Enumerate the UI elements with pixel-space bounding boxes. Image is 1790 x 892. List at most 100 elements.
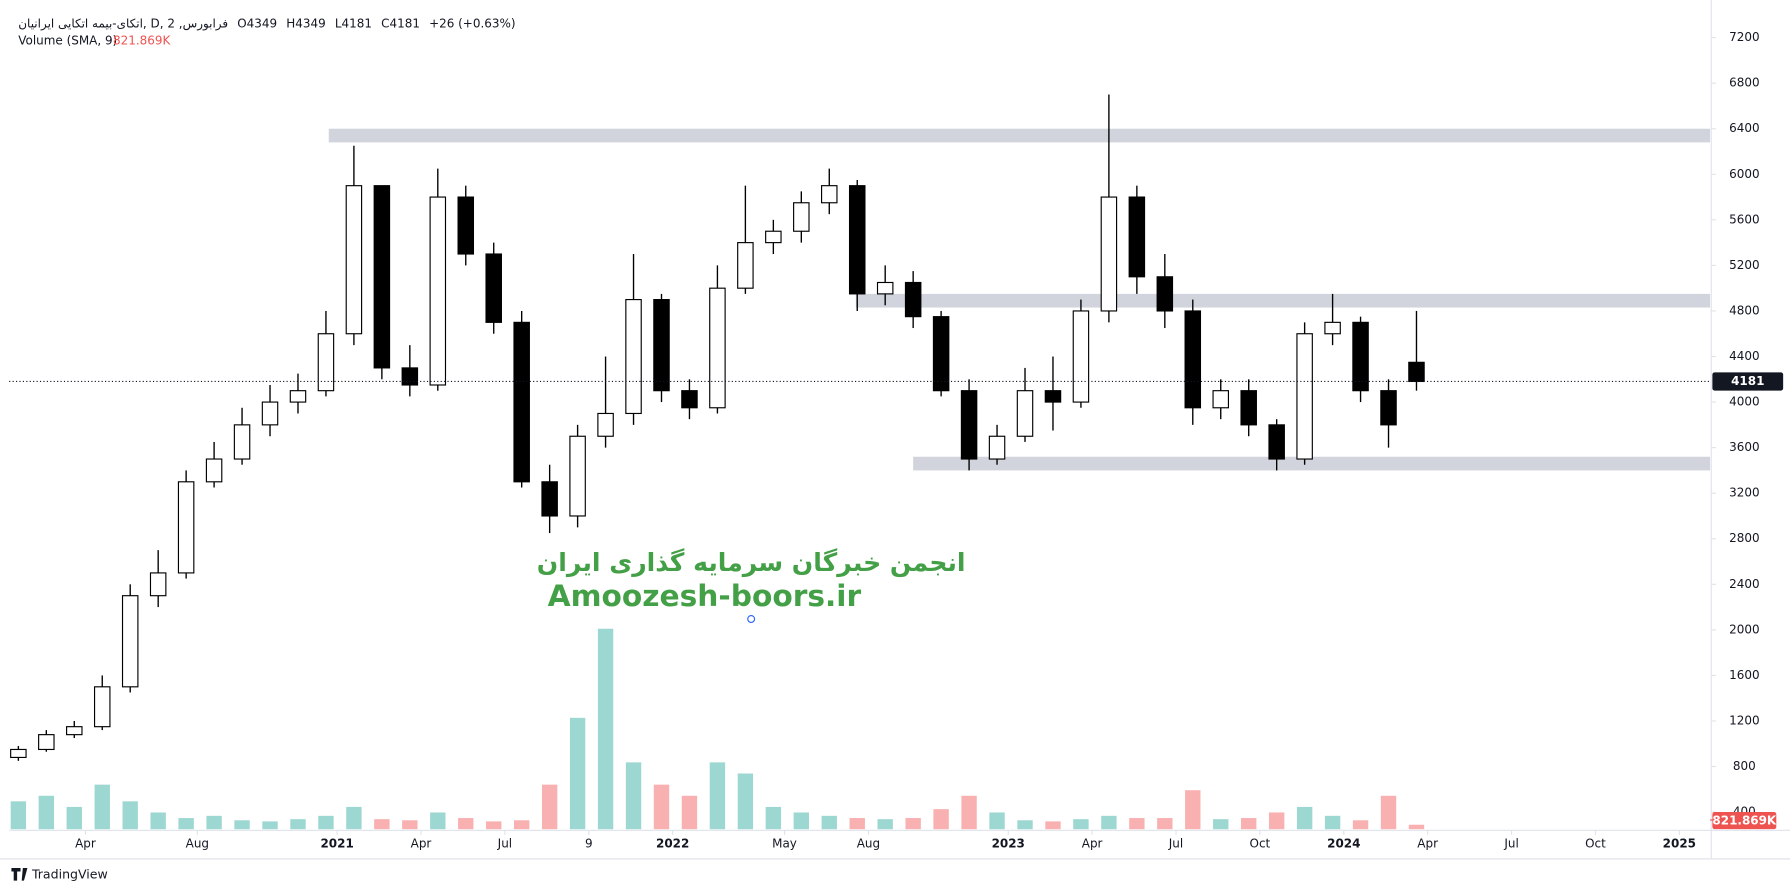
volume-bar: [206, 815, 222, 830]
last-price-label: 4181: [1731, 374, 1764, 388]
candle-body: [1100, 196, 1118, 312]
volume-bar: [1352, 820, 1369, 830]
candle-body: [625, 299, 642, 415]
volume-bar: [821, 815, 837, 830]
volume-bar: [1268, 812, 1285, 830]
ohlc-label: H4349: [286, 16, 325, 30]
y-tick-label: 1200: [1729, 713, 1759, 727]
volume-bar: [681, 795, 698, 830]
candle-body: [681, 390, 698, 409]
candle-body: [261, 401, 279, 426]
candle-body: [177, 481, 195, 574]
candle-body: [904, 281, 922, 318]
y-tick-label: 4000: [1729, 395, 1759, 409]
x-tick-label: 2021: [320, 837, 353, 851]
brand: TradingView: [31, 866, 108, 881]
y-tick-label: 6800: [1729, 76, 1759, 90]
candle-body: [821, 185, 838, 204]
volume-bar: [234, 820, 250, 830]
volume-bar: [961, 795, 977, 830]
candle-body: [541, 481, 558, 517]
volume-bar: [346, 806, 362, 830]
volume-bar: [1129, 818, 1145, 830]
volume-bar: [66, 806, 82, 830]
ohlc-label: C4181: [381, 16, 420, 30]
candle-body: [289, 390, 307, 403]
volume-bar: [94, 784, 110, 830]
volume-bar: [122, 801, 138, 830]
y-tick-label: 5600: [1729, 212, 1759, 226]
x-tick-label: Apr: [1082, 837, 1103, 851]
volume-bar: [597, 628, 614, 830]
y-tick-label: 800: [1733, 759, 1756, 773]
volume-bar: [989, 812, 1005, 830]
volume-bar: [765, 806, 782, 830]
brand-logo: [11, 868, 28, 881]
volume-bar: [1073, 819, 1089, 830]
volume-bar: [1213, 819, 1229, 830]
candle-body: [960, 390, 978, 460]
volume-bar: [290, 819, 306, 830]
candle-body: [1128, 196, 1146, 278]
volume-bar: [793, 812, 809, 830]
volume-bar: [1017, 820, 1033, 830]
candle-body: [1380, 390, 1397, 426]
candle-body: [1184, 310, 1202, 409]
candle-body: [1408, 361, 1425, 383]
x-tick-label: 2024: [1327, 837, 1360, 851]
volume-bar: [178, 818, 194, 830]
volume-bar: [849, 818, 865, 830]
candle-body: [205, 458, 223, 483]
volume-title: Volume (SMA, 9): [18, 34, 117, 48]
volume-bar: [877, 819, 893, 830]
candle-body: [1268, 424, 1285, 460]
candle-body: [1324, 321, 1341, 335]
volume-bar: [402, 820, 418, 830]
candle-body: [876, 281, 894, 295]
candle-body: [149, 572, 167, 597]
watermark: انجمن خبرگان سرمایه گذاری ایران: [537, 548, 966, 578]
volume-bar: [933, 809, 949, 830]
symbol: اتکای-بیمه اتکایی ایرانیان, D, فرابورس, …: [18, 16, 228, 31]
volume-bar: [1296, 806, 1313, 830]
candle-body: [569, 435, 586, 517]
candle-body: [10, 748, 27, 759]
y-tick-label: 6000: [1729, 167, 1759, 181]
x-tick-label: Jul: [497, 837, 512, 851]
volume-bar: [486, 821, 502, 830]
candle-body: [1240, 390, 1257, 426]
volume-bar: [1241, 818, 1257, 830]
volume-bar: [709, 762, 726, 830]
volume-bar: [38, 795, 55, 830]
volume-bar: [318, 815, 334, 830]
x-tick-label: May: [772, 837, 797, 851]
candle-body: [848, 185, 866, 295]
y-tick-label: 4800: [1729, 303, 1759, 317]
x-tick-label: Jul: [1503, 837, 1518, 851]
candle-body: [1352, 321, 1369, 392]
x-tick-label: 9: [585, 837, 593, 851]
y-tick-label: 2400: [1729, 577, 1759, 591]
x-tick-label: 2025: [1663, 837, 1696, 851]
x-tick-label: Apr: [411, 837, 432, 851]
volume-bar: [737, 773, 754, 830]
candle-body: [429, 196, 447, 386]
candle-body: [401, 367, 419, 386]
candle-body: [765, 230, 782, 244]
watermark: Amoozesh-boors.ir: [548, 578, 862, 613]
volume-bar: [1101, 815, 1117, 830]
candle-body: [1072, 310, 1090, 403]
y-tick-label: 7200: [1729, 30, 1759, 44]
y-tick-label: 3600: [1729, 440, 1759, 454]
x-tick-label: Jul: [1168, 837, 1183, 851]
candle-body: [121, 595, 139, 688]
ohlc-label: +26 (+0.63%): [429, 16, 515, 30]
candle-body: [373, 185, 391, 369]
x-tick-label: Aug: [857, 837, 880, 851]
volume-sma-axis-label: 821.869K: [1712, 814, 1776, 828]
candle-body: [653, 299, 670, 392]
zone: [328, 128, 1711, 143]
candle-body: [513, 321, 530, 483]
